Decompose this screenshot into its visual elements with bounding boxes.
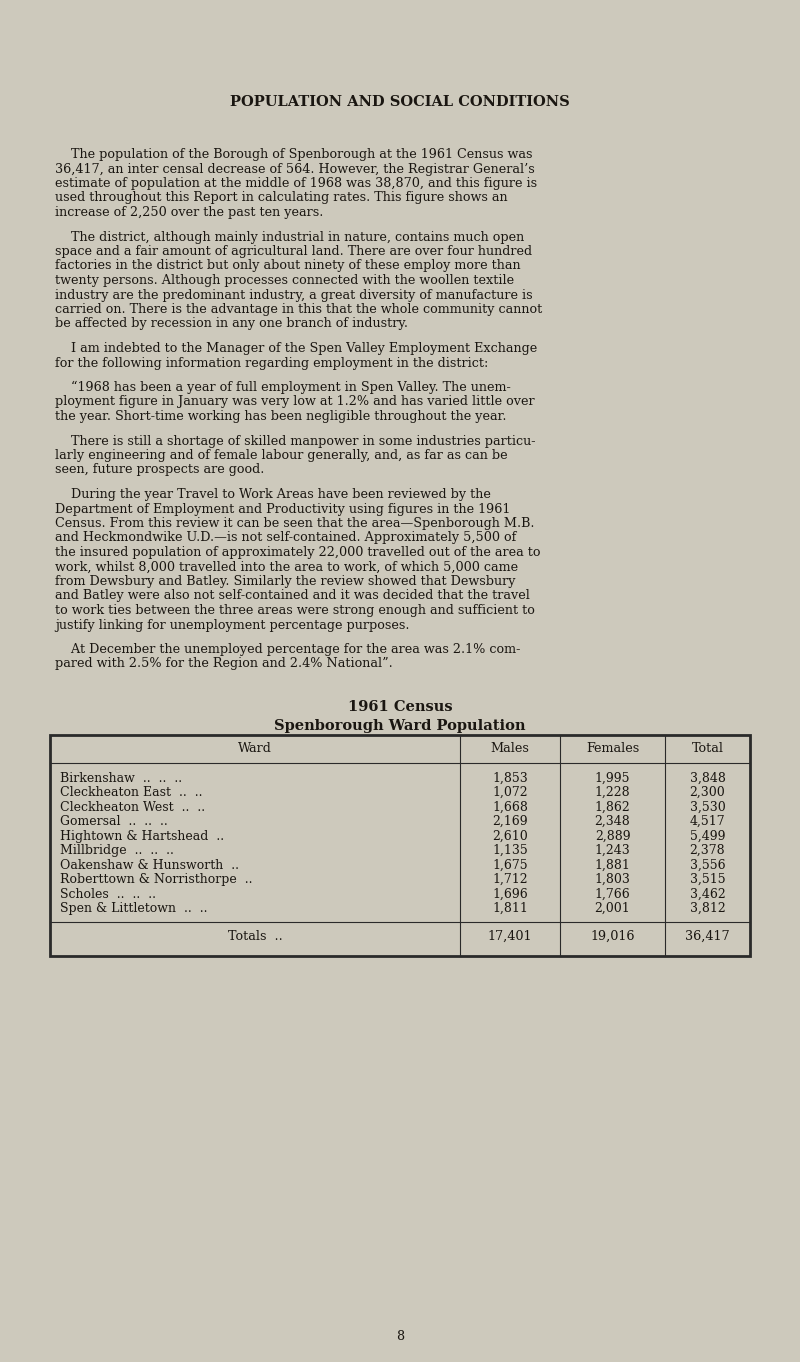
Text: POPULATION AND SOCIAL CONDITIONS: POPULATION AND SOCIAL CONDITIONS: [230, 95, 570, 109]
Text: During the year Travel to Work Areas have been reviewed by the: During the year Travel to Work Areas hav…: [55, 488, 491, 501]
Text: 1,803: 1,803: [594, 873, 630, 887]
Text: Totals  ..: Totals ..: [228, 929, 282, 943]
Text: 3,848: 3,848: [690, 772, 726, 785]
Text: estimate of population at the middle of 1968 was 38,870, and this figure is: estimate of population at the middle of …: [55, 177, 537, 191]
Text: 1,853: 1,853: [492, 772, 528, 785]
Text: 3,812: 3,812: [690, 902, 726, 915]
Text: Males: Males: [490, 742, 530, 756]
Text: 2,889: 2,889: [594, 829, 630, 843]
Text: and Batley were also not self-contained and it was decided that the travel: and Batley were also not self-contained …: [55, 590, 530, 602]
Text: “1968 has been a year of full employment in Spen Valley. The unem-: “1968 has been a year of full employment…: [55, 381, 510, 394]
Text: to work ties between the three areas were strong enough and sufficient to: to work ties between the three areas wer…: [55, 603, 535, 617]
Text: seen, future prospects are good.: seen, future prospects are good.: [55, 463, 264, 477]
Text: 1,811: 1,811: [492, 902, 528, 915]
Text: 1,072: 1,072: [492, 786, 528, 799]
Text: 1961 Census: 1961 Census: [348, 700, 452, 714]
Text: carried on. There is the advantage in this that the whole community cannot: carried on. There is the advantage in th…: [55, 302, 542, 316]
Text: work, whilst 8,000 travelled into the area to work, of which 5,000 came: work, whilst 8,000 travelled into the ar…: [55, 561, 518, 573]
Text: twenty persons. Although processes connected with the woollen textile: twenty persons. Although processes conne…: [55, 274, 514, 287]
Text: Birkenshaw  ..  ..  ..: Birkenshaw .. .. ..: [60, 772, 182, 785]
Text: The population of the Borough of Spenborough at the 1961 Census was: The population of the Borough of Spenbor…: [55, 148, 533, 161]
Text: the insured population of approximately 22,000 travelled out of the area to: the insured population of approximately …: [55, 546, 541, 558]
Text: increase of 2,250 over the past ten years.: increase of 2,250 over the past ten year…: [55, 206, 323, 219]
Text: space and a fair amount of agricultural land. There are over four hundred: space and a fair amount of agricultural …: [55, 245, 532, 257]
Text: Ward: Ward: [238, 742, 272, 756]
Text: Cleckheaton East  ..  ..: Cleckheaton East .. ..: [60, 786, 202, 799]
Text: Roberttown & Norristhorpe  ..: Roberttown & Norristhorpe ..: [60, 873, 253, 887]
Text: 1,862: 1,862: [594, 801, 630, 813]
Text: 1,766: 1,766: [594, 888, 630, 900]
Text: 1,228: 1,228: [594, 786, 630, 799]
Text: Census. From this review it can be seen that the area—Spenborough M.B.: Census. From this review it can be seen …: [55, 518, 534, 530]
Text: 36,417: 36,417: [685, 929, 730, 943]
Text: 4,517: 4,517: [690, 816, 726, 828]
Text: Department of Employment and Productivity using figures in the 1961: Department of Employment and Productivit…: [55, 503, 510, 515]
Text: 1,668: 1,668: [492, 801, 528, 813]
Text: Females: Females: [586, 742, 639, 756]
Text: At December the unemployed percentage for the area was 2.1% com-: At December the unemployed percentage fo…: [55, 643, 520, 656]
Text: 1,696: 1,696: [492, 888, 528, 900]
Text: Spen & Littletown  ..  ..: Spen & Littletown .. ..: [60, 902, 207, 915]
Text: be affected by recession in any one branch of industry.: be affected by recession in any one bran…: [55, 317, 408, 331]
Text: 3,556: 3,556: [690, 859, 726, 872]
Text: for the following information regarding employment in the district:: for the following information regarding …: [55, 357, 488, 369]
Text: 2,378: 2,378: [690, 844, 726, 857]
Text: I am indebted to the Manager of the Spen Valley Employment Exchange: I am indebted to the Manager of the Spen…: [55, 342, 538, 355]
Text: Cleckheaton West  ..  ..: Cleckheaton West .. ..: [60, 801, 205, 813]
Text: 2,348: 2,348: [594, 816, 630, 828]
Text: There is still a shortage of skilled manpower in some industries particu-: There is still a shortage of skilled man…: [55, 434, 535, 448]
Text: Spenborough Ward Population: Spenborough Ward Population: [274, 719, 526, 733]
Text: the year. Short-time working has been negligible throughout the year.: the year. Short-time working has been ne…: [55, 410, 506, 424]
Text: 2,001: 2,001: [594, 902, 630, 915]
Text: 2,610: 2,610: [492, 829, 528, 843]
Text: used throughout this Report in calculating rates. This figure shows an: used throughout this Report in calculati…: [55, 192, 508, 204]
Bar: [50, 735, 750, 956]
Text: Oakenshaw & Hunsworth  ..: Oakenshaw & Hunsworth ..: [60, 859, 239, 872]
Text: 3,515: 3,515: [690, 873, 726, 887]
Text: 3,530: 3,530: [690, 801, 726, 813]
Text: 8: 8: [396, 1331, 404, 1343]
Text: 3,462: 3,462: [690, 888, 726, 900]
Text: ployment figure in January was very low at 1.2% and has varied little over: ployment figure in January was very low …: [55, 395, 534, 409]
Text: The district, although mainly industrial in nature, contains much open: The district, although mainly industrial…: [55, 230, 524, 244]
Text: 2,300: 2,300: [690, 786, 726, 799]
Text: pared with 2.5% for the Region and 2.4% National”.: pared with 2.5% for the Region and 2.4% …: [55, 658, 393, 670]
Text: industry are the predominant industry, a great diversity of manufacture is: industry are the predominant industry, a…: [55, 289, 533, 301]
Text: 1,995: 1,995: [594, 772, 630, 785]
Text: 17,401: 17,401: [488, 929, 532, 943]
Text: 1,881: 1,881: [594, 859, 630, 872]
Text: Millbridge  ..  ..  ..: Millbridge .. .. ..: [60, 844, 174, 857]
Text: 1,243: 1,243: [594, 844, 630, 857]
Text: Hightown & Hartshead  ..: Hightown & Hartshead ..: [60, 829, 224, 843]
Text: 2,169: 2,169: [492, 816, 528, 828]
Text: 19,016: 19,016: [590, 929, 634, 943]
Text: 36,417, an inter censal decrease of 564. However, the Registrar General’s: 36,417, an inter censal decrease of 564.…: [55, 162, 534, 176]
Text: from Dewsbury and Batley. Similarly the review showed that Dewsbury: from Dewsbury and Batley. Similarly the …: [55, 575, 515, 588]
Text: factories in the district but only about ninety of these employ more than: factories in the district but only about…: [55, 260, 521, 272]
Text: larly engineering and of female labour generally, and, as far as can be: larly engineering and of female labour g…: [55, 449, 508, 462]
Text: 1,135: 1,135: [492, 844, 528, 857]
Text: Scholes  ..  ..  ..: Scholes .. .. ..: [60, 888, 156, 900]
Text: justify linking for unemployment percentage purposes.: justify linking for unemployment percent…: [55, 618, 410, 632]
Text: and Heckmondwike U.D.—is not self-contained. Approximately 5,500 of: and Heckmondwike U.D.—is not self-contai…: [55, 531, 516, 545]
Text: 5,499: 5,499: [690, 829, 726, 843]
Text: Total: Total: [691, 742, 723, 756]
Text: 1,712: 1,712: [492, 873, 528, 887]
Text: Gomersal  ..  ..  ..: Gomersal .. .. ..: [60, 816, 168, 828]
Text: 1,675: 1,675: [492, 859, 528, 872]
